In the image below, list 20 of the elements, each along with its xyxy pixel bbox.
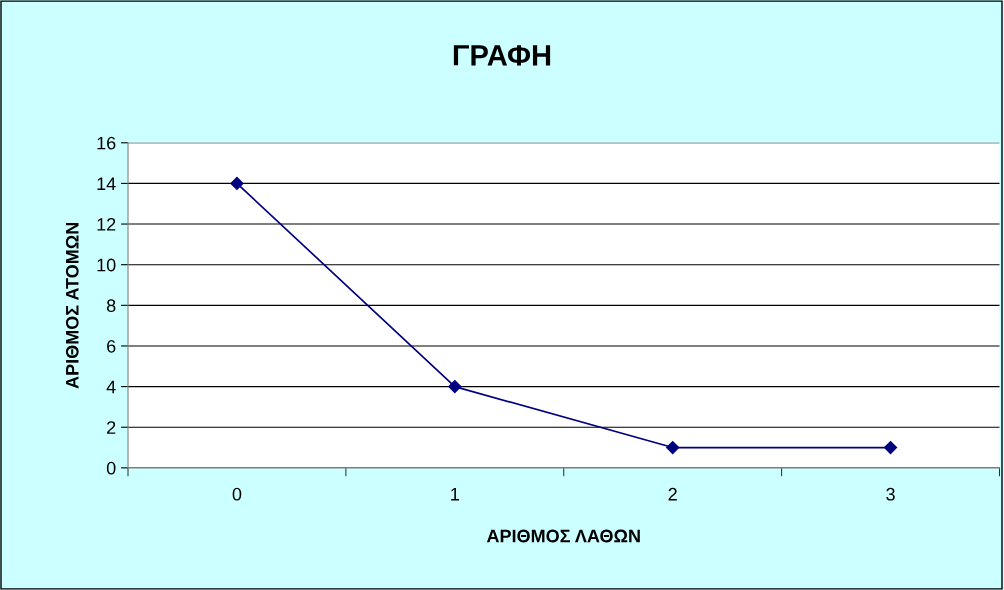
chart-title: ΓΡΑΦΗ bbox=[453, 45, 551, 66]
y-tick-label: 12 bbox=[97, 217, 116, 231]
x-tick-label: 2 bbox=[668, 487, 677, 501]
y-tick-label: 6 bbox=[107, 339, 116, 353]
y-tick-label: 8 bbox=[106, 299, 116, 313]
y-tick-label: 10 bbox=[97, 258, 116, 272]
y-tick-label: 2 bbox=[107, 421, 116, 434]
x-tick-label: 0 bbox=[232, 487, 242, 501]
y-tick-label: 4 bbox=[106, 380, 116, 394]
x-tick-label: 3 bbox=[886, 487, 895, 501]
y-tick-label: 0 bbox=[106, 461, 116, 475]
y-tick-label: 16 bbox=[97, 136, 116, 150]
y-tick-label: 14 bbox=[97, 177, 116, 190]
x-tick-label: 1 bbox=[451, 487, 459, 501]
point bbox=[883, 440, 898, 455]
point bbox=[666, 440, 680, 455]
y-axis-title: ΑΡΙΘΜΟΣ ΑΤΟΜΩΝ bbox=[65, 222, 79, 389]
point bbox=[448, 380, 462, 394]
point bbox=[230, 176, 244, 191]
x-axis-title: ΑΡΙΘΜΟΣ ΛΑΘΩΝ bbox=[486, 529, 640, 543]
